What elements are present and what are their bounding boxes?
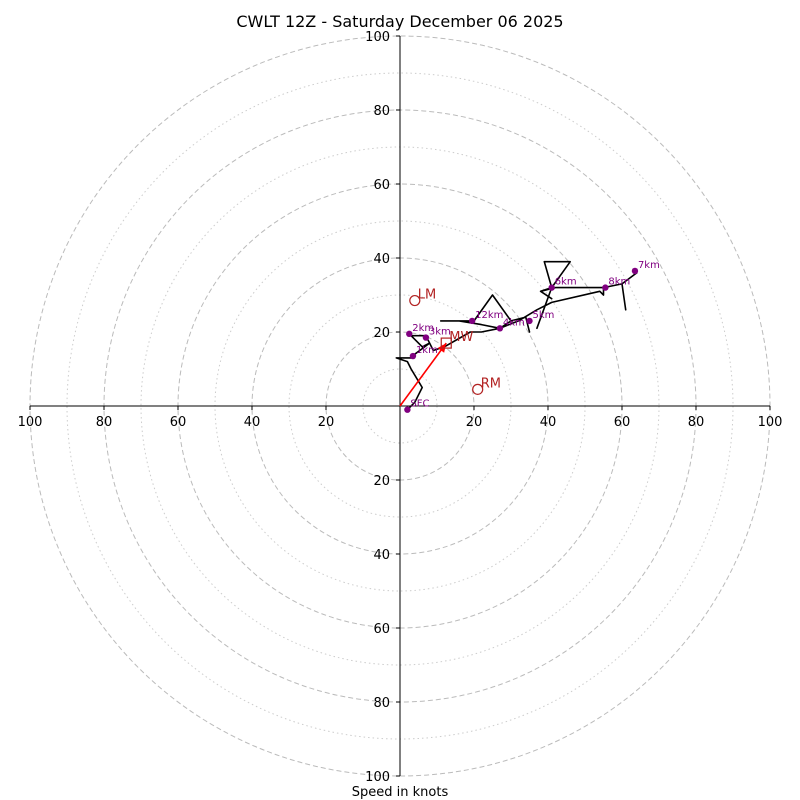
height-label-4km: 4km	[503, 317, 525, 328]
mean-wind-vector	[399, 342, 447, 407]
y-tick-label: 20	[373, 474, 390, 489]
x-tick-label: 60	[614, 415, 631, 430]
height-point-4km	[496, 325, 504, 332]
storm-motion-markers: LM RM MW	[399, 288, 501, 407]
mw-label: MW	[449, 330, 473, 345]
y-tick-label: 80	[373, 696, 390, 711]
y-tick-label: 100	[365, 30, 390, 45]
height-label-2km: 2km	[412, 323, 434, 334]
x-axis-label: Speed in knots	[352, 785, 449, 800]
y-tick-label: 80	[373, 104, 390, 119]
height-label-12km: 12km	[475, 310, 503, 321]
chart-title: CWLT 12Z - Saturday December 06 2025	[236, 12, 563, 31]
lm-marker	[409, 294, 421, 307]
height-label-8km: 8km	[608, 277, 630, 288]
y-tick-label: 40	[373, 252, 390, 267]
x-tick-label: 60	[170, 415, 187, 430]
y-tick-label: 100	[365, 770, 390, 785]
x-tick-label: 100	[758, 415, 783, 430]
y-tick-label: 60	[373, 178, 390, 193]
height-label-sfc: SFC	[410, 399, 429, 410]
rm-marker	[472, 383, 484, 395]
x-tick-label: 20	[318, 415, 335, 430]
x-tick-label: 40	[540, 415, 557, 430]
height-point-2km	[406, 330, 413, 338]
lm-label: LM	[418, 288, 436, 303]
tick-labels: 100 80 60 40 20 20 40 60 80 100 100 80 60 40 20 20 40 60 8…	[18, 30, 783, 785]
y-tick-label: 40	[373, 548, 390, 563]
height-point-sfc	[404, 406, 411, 413]
x-tick-label: 80	[96, 415, 113, 430]
hodograph-trace	[395, 260, 638, 411]
mw-marker	[440, 337, 452, 349]
x-tick-label: 20	[466, 415, 483, 430]
height-point-12km	[468, 317, 476, 325]
x-tick-label: 40	[244, 415, 261, 430]
x-tick-label: 100	[18, 415, 43, 430]
height-label-6km: 6km	[555, 277, 577, 288]
y-tick-label: 60	[373, 622, 390, 637]
hodograph-line	[395, 260, 638, 411]
height-point-8km	[602, 284, 609, 291]
y-tick-label: 20	[373, 326, 390, 341]
height-label-1km: 1km	[416, 345, 438, 356]
rm-label: RM	[481, 376, 501, 391]
height-point-5km	[526, 317, 533, 325]
height-point-7km	[631, 267, 639, 275]
x-tick-label: 80	[688, 415, 705, 430]
height-label-5km: 5km	[533, 310, 555, 321]
height-point-6km	[548, 284, 555, 291]
height-label-7km: 7km	[638, 260, 660, 271]
height-label-3km: 3km	[429, 327, 451, 338]
height-point-1km	[409, 352, 417, 360]
height-point-3km	[422, 334, 430, 341]
